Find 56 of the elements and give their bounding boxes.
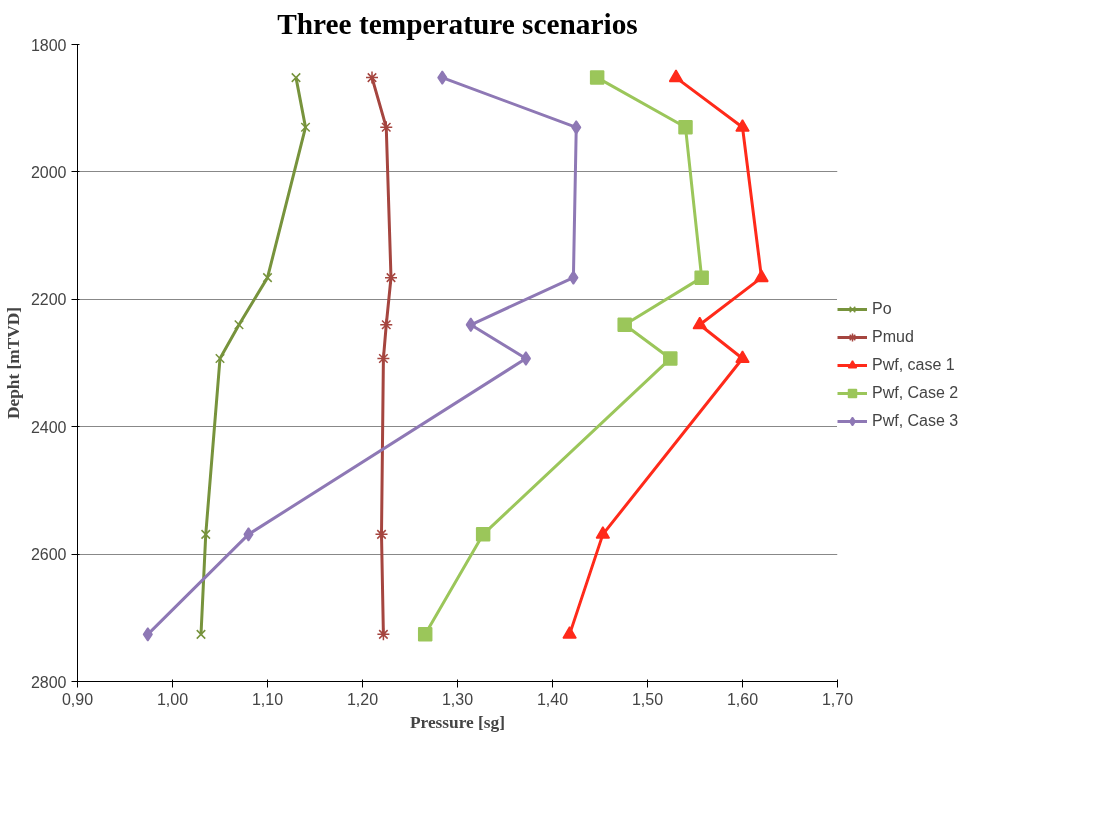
- legend-label: Pwf, Case 2: [872, 384, 959, 402]
- point: [437, 70, 448, 85]
- point: [243, 527, 254, 542]
- point: [735, 119, 750, 132]
- point: [562, 626, 577, 639]
- point: [617, 317, 632, 333]
- y-axis-title: Depht [mTVD]: [3, 306, 23, 420]
- point: [663, 351, 678, 366]
- point: [142, 627, 153, 642]
- point: [692, 316, 707, 330]
- x-tick-label: 1,20: [346, 690, 379, 708]
- point: [384, 270, 398, 285]
- legend-label: Pwf, Case 3: [872, 412, 959, 430]
- point: [678, 120, 693, 135]
- x-tick-label: 1,70: [821, 690, 854, 708]
- point: [200, 529, 211, 540]
- y-tick-label: 2400: [30, 418, 67, 436]
- legend-label: Pmud: [872, 328, 914, 346]
- point: [365, 70, 379, 85]
- point: [568, 270, 579, 285]
- x-tick-label: 1,10: [251, 690, 284, 708]
- point: [379, 318, 393, 332]
- point: [595, 526, 611, 539]
- point: [475, 527, 491, 542]
- point: [196, 629, 206, 640]
- point: [291, 72, 301, 83]
- x-axis-title: Pressure [sg]: [409, 712, 506, 732]
- x-tick-label: 0,90: [61, 690, 94, 708]
- y-tick-label: 1800: [30, 36, 67, 54]
- point: [300, 122, 311, 133]
- point: [754, 269, 769, 283]
- point: [417, 627, 433, 642]
- y-tick-label: 2200: [30, 291, 67, 309]
- x-tick-label: 1,00: [156, 690, 189, 708]
- point: [589, 70, 605, 85]
- x-tick-label: 1,30: [441, 690, 474, 708]
- point: [262, 272, 273, 283]
- x-tick-label: 1,50: [631, 690, 664, 708]
- point: [735, 350, 750, 364]
- point: [376, 351, 391, 366]
- point: [376, 627, 391, 642]
- y-tick-label: 2600: [30, 546, 67, 564]
- point: [215, 353, 225, 364]
- x-tick-label: 1,60: [726, 690, 759, 708]
- point: [520, 351, 531, 366]
- x-tick-label: 1,40: [536, 690, 569, 708]
- point: [571, 120, 582, 135]
- y-tick-label: 2000: [30, 163, 67, 181]
- point: [668, 69, 684, 83]
- chart-title: Three temperature scenarios: [277, 7, 638, 40]
- point: [234, 319, 244, 330]
- y-tick-label: 2800: [30, 673, 67, 691]
- point: [694, 270, 709, 285]
- legend-label: Po: [872, 300, 892, 318]
- point: [374, 527, 389, 542]
- legend-label: Pwf, case 1: [872, 356, 955, 374]
